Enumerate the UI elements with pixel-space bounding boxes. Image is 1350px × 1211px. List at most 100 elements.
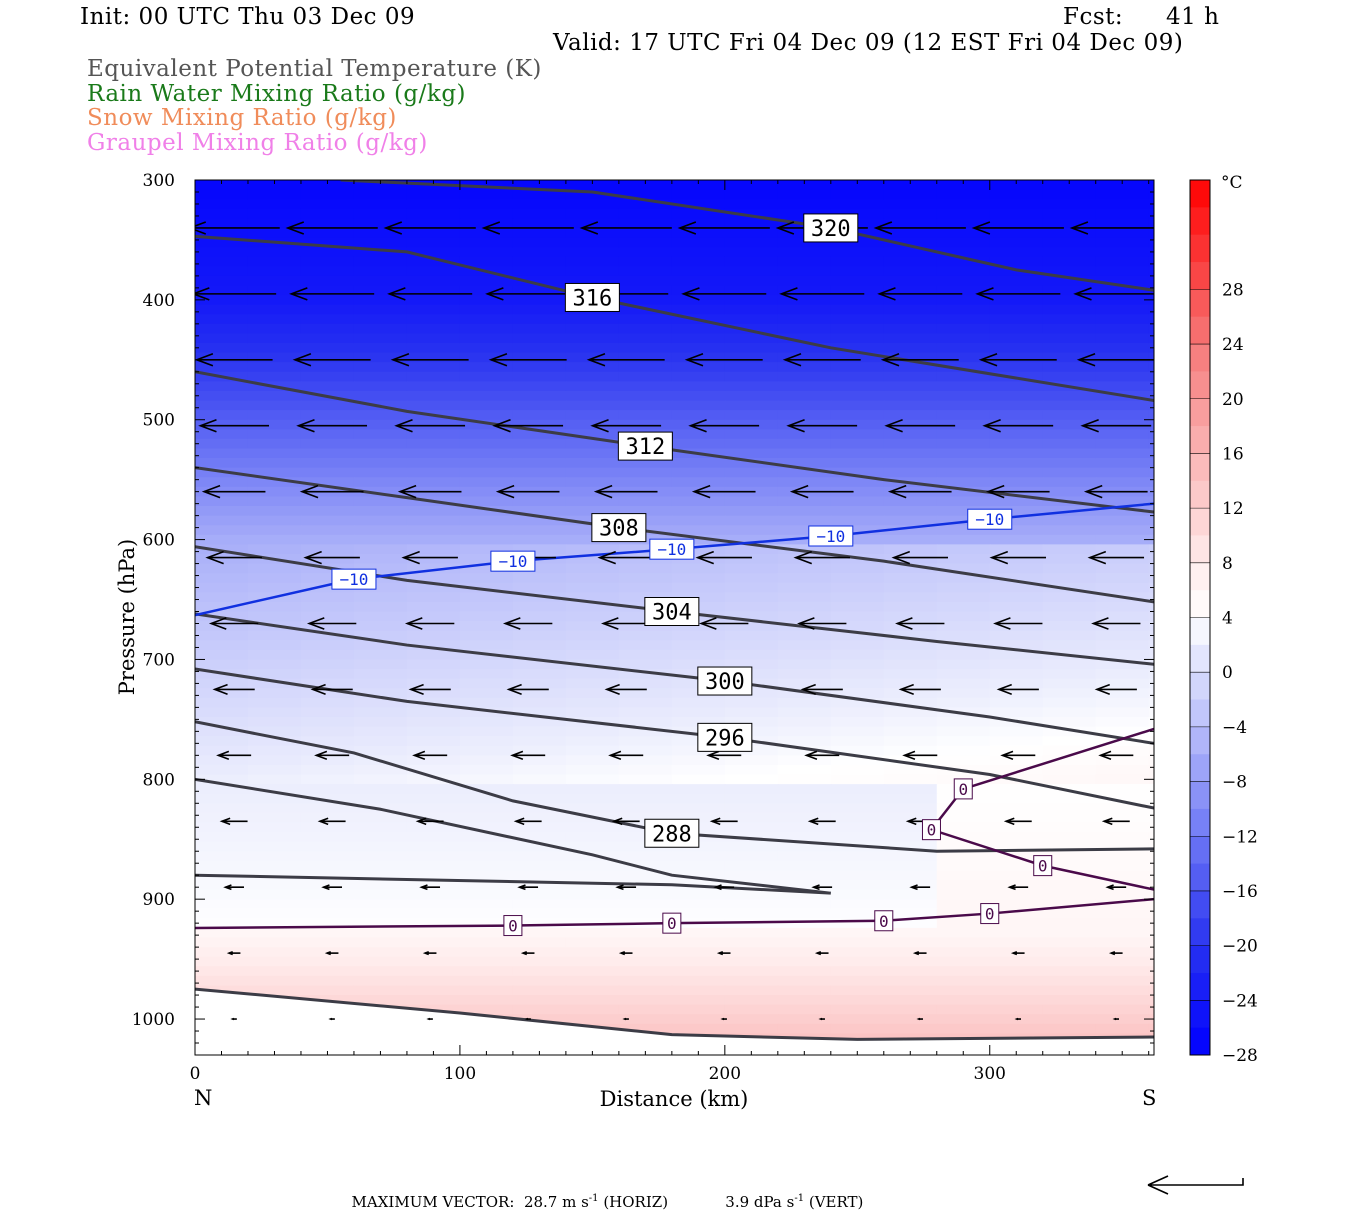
temperature-cell [671,381,726,392]
temperature-cell [512,477,567,488]
temperature-cell [459,247,514,258]
temperature-cell [353,851,408,862]
temperature-cell [565,649,620,661]
temperature-cell [989,467,1044,479]
temperature-cell [1095,362,1150,373]
wind-vector-head [216,750,230,761]
colorbar-swatch [1190,808,1210,837]
wind-vector [317,817,346,826]
below-ground-area [195,989,1154,1055]
temperature-cell [406,918,461,929]
temperature-cell [195,927,249,939]
temperature-cell [1148,880,1154,891]
wind-vector [415,817,444,826]
temperature-cell [247,918,302,929]
temperature-cell [1042,985,1097,997]
temperature-cell [1095,218,1150,229]
temperature-cell [512,218,567,229]
temperature-cell [777,256,832,268]
temperature-cell [406,477,461,488]
temperature-cell [989,573,1044,584]
temperature-cell [1095,189,1150,201]
temperature-cell [936,745,991,757]
wind-vector-head [485,287,504,301]
temperature-cell [459,592,514,603]
wind-vector-head [219,817,231,826]
temperature-cell [830,707,885,718]
temperature-cell [406,937,461,949]
temperature-cell [300,266,355,277]
temperature-cell [1042,477,1097,488]
temperature-cell [724,927,779,939]
temperature-cell [1095,764,1150,776]
temperature-cell [883,573,938,584]
temperature-cell [1148,467,1154,479]
temperature-cell [777,525,832,536]
wind-vector [1076,353,1154,367]
temperature-cell [883,880,938,891]
reference-vector-arrow [1147,1175,1244,1195]
temperature-cell [777,812,832,824]
temperature-cell [883,985,938,997]
temperature-cell [1095,832,1150,843]
temperature-cell [936,208,991,220]
temperature-cell [195,745,249,757]
temperature-cell [724,793,779,805]
temperature-cell [777,189,832,201]
temperature-cell [195,975,249,987]
temperature-cell [618,563,673,575]
temperature-cell [1095,716,1150,728]
temperature-cell [777,601,832,613]
temperature-cell [512,851,567,862]
wind-vector-head [303,550,322,565]
wind-vector-head [1112,1017,1117,1021]
temperature-cell [1042,764,1097,776]
temperature-cell [724,1023,779,1035]
temperature-cell [247,716,302,728]
temperature-cell [300,707,355,718]
x-tick-label: 0 [190,1064,201,1084]
temperature-cell [459,285,514,297]
wind-vector [993,617,1043,630]
temperature-label-text: 0 [667,914,677,933]
temperature-cell [1042,966,1097,977]
temperature-cell [300,927,355,939]
temperature-cell [406,467,461,479]
colorbar-swatch [1190,863,1210,892]
temperature-cell [459,525,514,536]
temperature-cell [777,438,832,450]
temperature-cell [936,841,991,853]
temperature-cell [459,707,514,718]
temperature-cell [724,803,779,814]
wind-vector-head [1105,884,1114,891]
temperature-cell [565,486,620,498]
temperature-cell [565,640,620,651]
temperature-cell [300,314,355,325]
temperature-cell [1095,899,1150,910]
temperature-cell [724,640,779,651]
temperature-cell [353,611,408,623]
temperature-cell [936,832,991,843]
temperature-cell [1148,381,1154,392]
temperature-cell [195,438,249,450]
temperature-cell [512,870,567,881]
temperature-cell [1095,630,1150,642]
temperature-cell [512,266,567,277]
temperature-cell [830,669,885,680]
temperature-cell [512,458,567,469]
temperature-cell [1042,880,1097,891]
theta-e-label-box [644,597,700,627]
temperature-cell [724,899,779,910]
temperature-cell [618,180,673,191]
temperature-cell [989,649,1044,661]
colorbar-label: 16 [1222,444,1244,464]
temperature-cell [777,793,832,805]
colorbar-swatch [1190,972,1210,1001]
temperature-cell [1148,947,1154,958]
temperature-cell [830,764,885,776]
temperature-cell [830,534,885,546]
colorbar-swatch [1190,398,1210,427]
temperature-cell [830,688,885,699]
temperature-cell [989,227,1044,239]
temperature-cell [936,870,991,881]
